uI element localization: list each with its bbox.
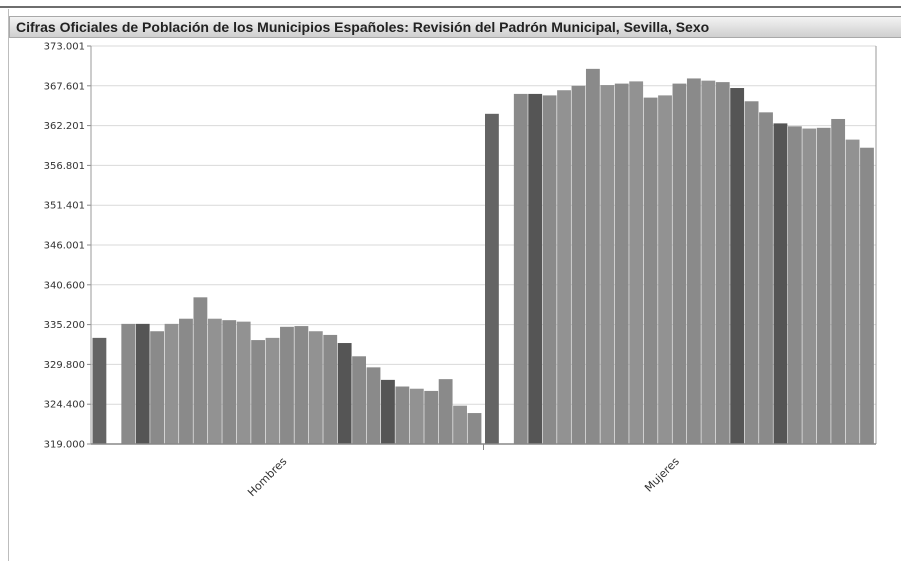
bar-mujeres-1 — [485, 113, 499, 444]
bar-mujeres-13 — [658, 95, 672, 444]
bar-mujeres-21 — [773, 123, 788, 444]
bars — [92, 68, 874, 445]
y-tick-label: 367.601 — [44, 81, 85, 92]
bar-mujeres-23 — [802, 128, 817, 445]
bar-mujeres-25 — [831, 118, 846, 444]
bar-hombres-18 — [337, 343, 352, 444]
y-tick-label: 362.201 — [44, 121, 85, 132]
bar-hombres-21 — [381, 379, 395, 444]
bar-hombres-22 — [395, 386, 410, 444]
y-tick-label: 346.001 — [44, 241, 85, 252]
bar-mujeres-17 — [715, 82, 730, 445]
top-rule — [0, 6, 901, 8]
bar-mujeres-6 — [557, 90, 571, 444]
x-axis-categories: Hombres Mujeres — [245, 455, 682, 499]
bar-hombres-26 — [453, 405, 467, 444]
bar-hombres-17 — [323, 334, 338, 444]
bar-hombres-8 — [193, 297, 208, 444]
y-tick-label: 335.200 — [44, 320, 85, 331]
bar-hombres-27 — [467, 413, 482, 444]
bar-hombres-23 — [409, 388, 424, 444]
bar-hombres-5 — [150, 331, 165, 444]
y-tick-label: 329.800 — [44, 360, 85, 371]
bar-mujeres-24 — [816, 127, 831, 444]
bar-hombres-12 — [251, 340, 266, 444]
chart-panel — [8, 9, 901, 561]
y-tick-label: 351.401 — [44, 201, 85, 212]
bar-hombres-10 — [222, 320, 237, 444]
y-tick-label: 319.000 — [44, 440, 85, 451]
x-category-label: Mujeres — [642, 455, 682, 495]
bar-mujeres-14 — [672, 83, 687, 444]
bar-hombres-4 — [135, 323, 150, 444]
bar-mujeres-12 — [643, 97, 658, 444]
bar-hombres-3 — [121, 323, 136, 444]
chart-header: Cifras Oficiales de Población de los Mun… — [9, 16, 901, 38]
y-tick-label: 340.600 — [44, 280, 85, 291]
bar-hombres-19 — [352, 356, 366, 444]
bar-hombres-15 — [294, 326, 309, 444]
axes — [90, 46, 877, 450]
bar-mujeres-19 — [744, 101, 759, 444]
bar-hombres-7 — [179, 318, 193, 444]
bar-mujeres-22 — [787, 126, 802, 444]
bar-hombres-13 — [265, 337, 280, 444]
bar-mujeres-16 — [701, 80, 716, 445]
bar-hombres-9 — [207, 318, 222, 444]
bar-hombres-24 — [424, 390, 439, 444]
bar-hombres-14 — [280, 326, 294, 444]
y-axis-ticks: 373.001 367.601 362.201 356.801 351.401 346.0… — [44, 42, 91, 451]
bar-hombres-25 — [438, 379, 453, 444]
chart-title: Cifras Oficiales de Población de los Mun… — [16, 19, 710, 35]
y-tick-label: 373.001 — [44, 42, 85, 53]
bar-mujeres-18 — [730, 88, 745, 445]
bar-mujeres-26 — [845, 139, 860, 445]
bar-mujeres-27 — [860, 147, 874, 444]
bar-mujeres-3 — [513, 93, 528, 444]
x-category-label: Hombres — [245, 455, 289, 499]
bar-mujeres-11 — [629, 81, 644, 444]
bar-mujeres-10 — [614, 83, 629, 444]
bar-hombres-11 — [236, 321, 251, 444]
bar-hombres-20 — [366, 367, 381, 444]
y-tick-label: 324.400 — [44, 400, 85, 411]
bar-mujeres-20 — [759, 112, 773, 444]
y-tick-label: 356.801 — [44, 161, 85, 172]
bar-hombres-1 — [92, 337, 107, 444]
bar-hombres-6 — [164, 323, 179, 444]
bar-mujeres-15 — [686, 78, 701, 444]
bar-hombres-16 — [308, 331, 323, 444]
bar-mujeres-8 — [585, 68, 600, 445]
bar-mujeres-9 — [600, 85, 615, 444]
bar-mujeres-7 — [571, 85, 586, 444]
bar-mujeres-4 — [528, 93, 543, 444]
bar-mujeres-5 — [542, 95, 557, 444]
